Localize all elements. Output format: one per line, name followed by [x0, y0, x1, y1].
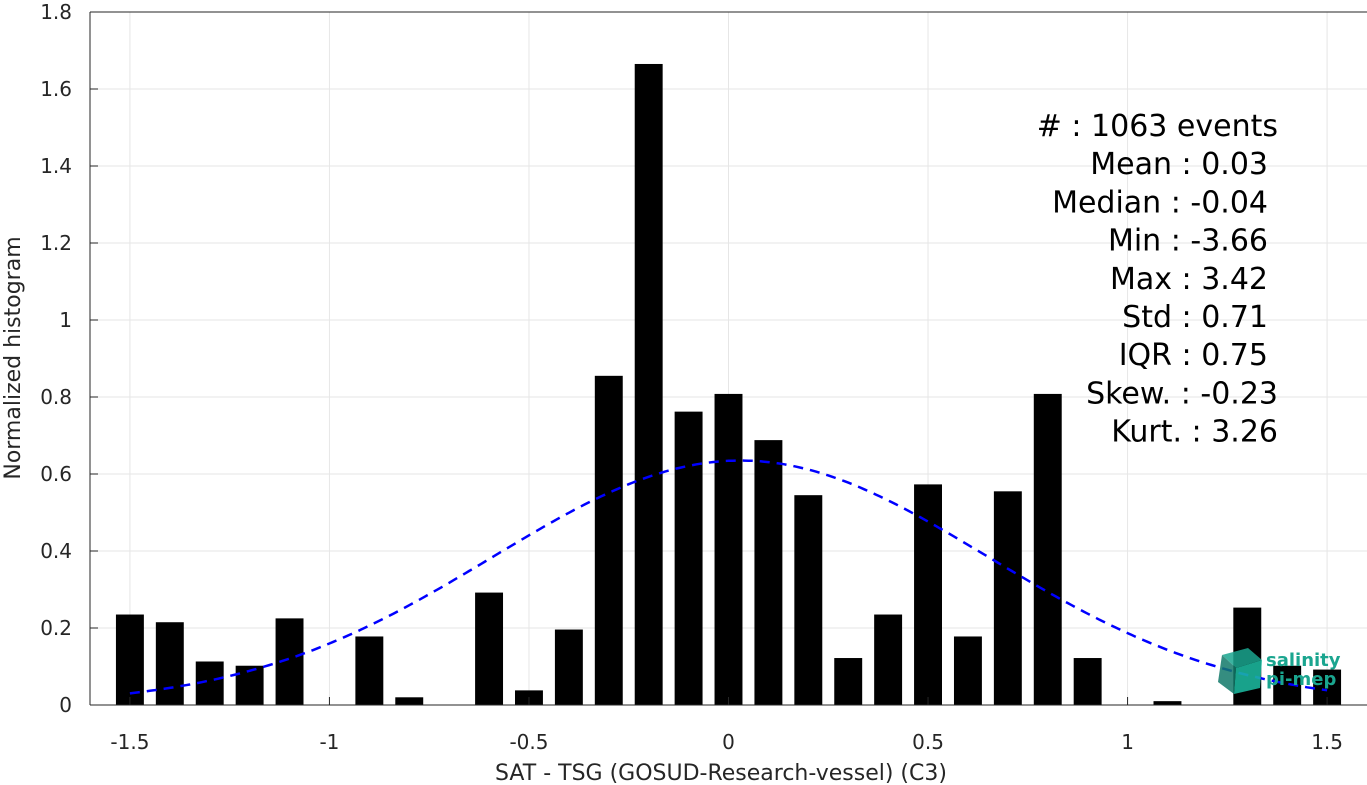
histogram-bar [834, 658, 863, 705]
histogram-bar [993, 491, 1022, 705]
histogram-bar [714, 393, 743, 705]
y-tick-label: 1.4 [40, 154, 72, 178]
x-tick-label: 0 [722, 730, 735, 754]
y-axis-label: Normalized histogram [1, 236, 26, 479]
x-tick-label: -1 [319, 730, 339, 754]
x-tick-label: 1.5 [1311, 730, 1343, 754]
histogram-bar [634, 63, 663, 706]
histogram-bar [155, 622, 184, 705]
y-tick-label: 1.2 [40, 231, 72, 255]
histogram-bar [1033, 393, 1062, 705]
stat-line: Median : -0.04 [1052, 185, 1268, 220]
x-axis-label: SAT - TSG (GOSUD-Research-vessel) (C3) [495, 761, 947, 785]
y-tick-label: 1 [59, 308, 72, 332]
histogram-bar [115, 614, 144, 705]
histogram-bar [674, 411, 703, 705]
y-tick-label: 0 [59, 693, 72, 717]
stat-line: IQR : 0.75 [1119, 338, 1268, 373]
y-tick-label: 1.6 [40, 77, 72, 101]
x-tick-label: -1.5 [110, 730, 149, 754]
histogram-bar [594, 375, 623, 705]
stat-line: Min : -3.66 [1108, 224, 1268, 259]
y-tick-label: 0.4 [40, 539, 72, 563]
y-ticks: 0 0.2 0.4 0.6 0.8 1 1.2 1.4 1.6 1.8 [40, 0, 98, 717]
histogram-bar [235, 665, 264, 705]
y-tick-label: 0.2 [40, 616, 72, 640]
stat-line: Kurt. : 3.26 [1111, 415, 1278, 450]
histogram-bar [355, 636, 384, 705]
x-ticks: -1.5 -1 -0.5 0 0.5 1 1.5 [110, 697, 1343, 754]
histogram-bar [1073, 658, 1102, 705]
y-tick-label: 0.8 [40, 385, 72, 409]
stat-line: Skew. : -0.23 [1086, 376, 1278, 411]
x-tick-label: 1 [1121, 730, 1134, 754]
histogram-bar [754, 440, 783, 705]
x-tick-label: 0.5 [912, 730, 944, 754]
stat-line: Mean : 0.03 [1090, 147, 1268, 182]
histogram-bar [554, 629, 583, 705]
histogram-bar [794, 495, 823, 705]
histogram-bar [395, 697, 424, 705]
histogram-bar [953, 636, 982, 705]
fit-curve [129, 459, 1328, 695]
histogram-bar [874, 614, 903, 705]
stat-line: Max : 3.42 [1110, 262, 1268, 297]
logo-cube-icon [1218, 648, 1262, 694]
y-tick-label: 1.8 [40, 0, 72, 24]
histogram-bar [1153, 701, 1182, 705]
bars [115, 63, 1342, 706]
logo-line2: pi-mep [1266, 669, 1336, 690]
salinity-pimep-logo: salinity pi-mep [1218, 648, 1341, 694]
x-tick-label: -0.5 [509, 730, 548, 754]
y-tick-label: 0.6 [40, 462, 72, 486]
histogram-bar [914, 484, 942, 705]
logo-line1: salinity [1266, 650, 1341, 671]
stat-line: Std : 0.71 [1122, 300, 1268, 335]
stat-line: # : 1063 events [1037, 109, 1278, 144]
histogram-bar [475, 592, 504, 705]
